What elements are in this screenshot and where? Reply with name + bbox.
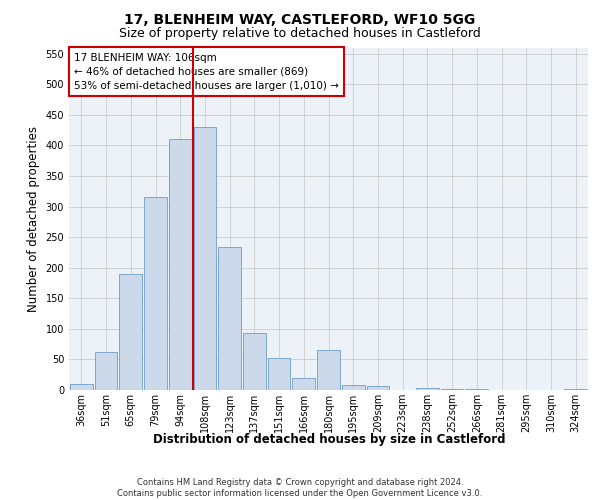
Bar — [342, 385, 365, 390]
Bar — [95, 352, 118, 390]
Bar — [243, 333, 266, 390]
Bar — [70, 384, 93, 390]
Text: 17, BLENHEIM WAY, CASTLEFORD, WF10 5GG: 17, BLENHEIM WAY, CASTLEFORD, WF10 5GG — [124, 12, 476, 26]
Y-axis label: Number of detached properties: Number of detached properties — [27, 126, 40, 312]
Bar — [218, 248, 241, 390]
Text: Distribution of detached houses by size in Castleford: Distribution of detached houses by size … — [152, 432, 505, 446]
Text: Contains HM Land Registry data © Crown copyright and database right 2024.
Contai: Contains HM Land Registry data © Crown c… — [118, 478, 482, 498]
Text: Size of property relative to detached houses in Castleford: Size of property relative to detached ho… — [119, 28, 481, 40]
Bar — [268, 358, 290, 390]
Bar — [169, 139, 191, 390]
Text: 17 BLENHEIM WAY: 106sqm
← 46% of detached houses are smaller (869)
53% of semi-d: 17 BLENHEIM WAY: 106sqm ← 46% of detache… — [74, 52, 339, 90]
Bar — [367, 386, 389, 390]
Bar — [119, 274, 142, 390]
Bar — [292, 378, 315, 390]
Bar — [317, 350, 340, 390]
Bar — [416, 388, 439, 390]
Bar — [144, 198, 167, 390]
Bar — [194, 127, 216, 390]
